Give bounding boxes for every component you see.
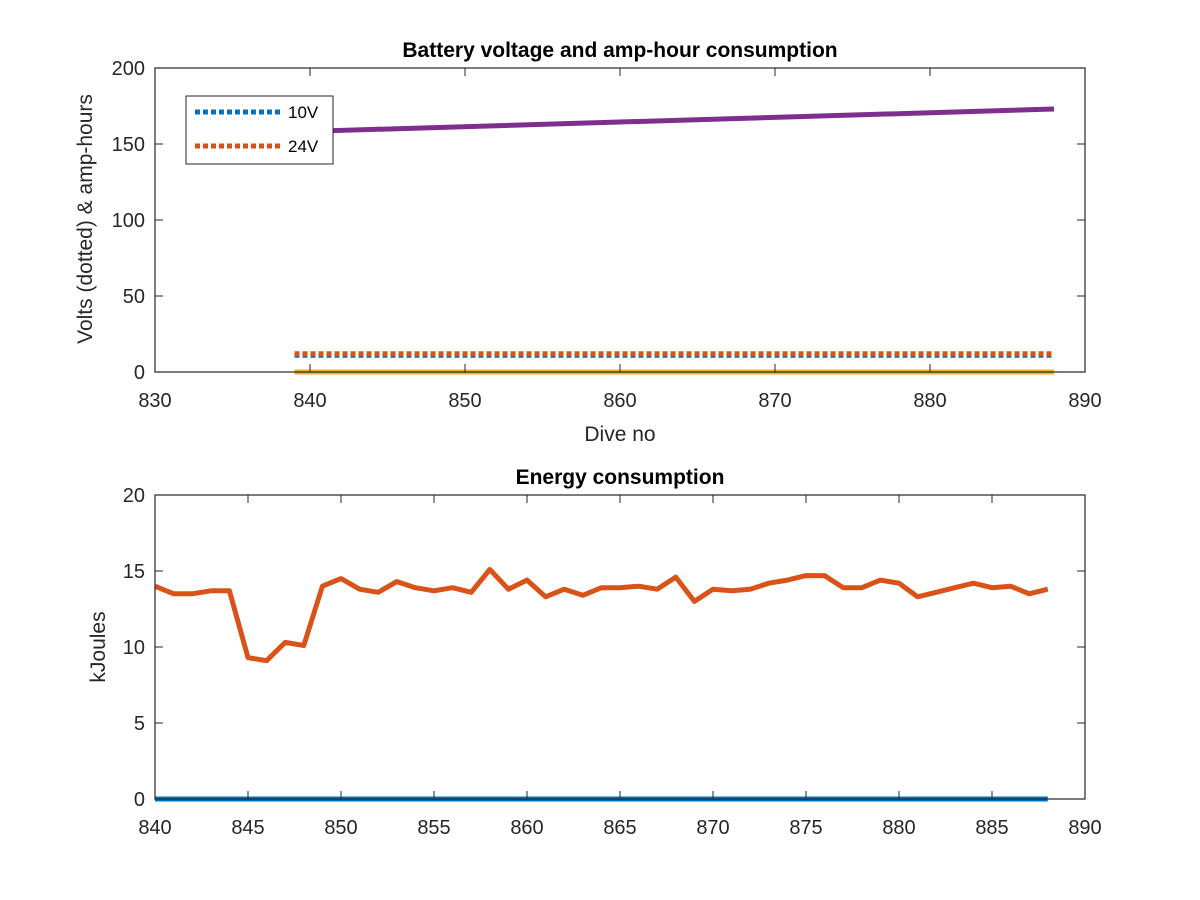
energy-chart-y-tick-label: 5: [134, 713, 145, 735]
energy-chart-x-tick-label: 890: [1068, 817, 1101, 839]
energy-chart-y-axis-label: kJoules: [87, 611, 110, 682]
voltage-chart-y-axis: 0 50 100 150 200: [112, 58, 1085, 384]
voltage-chart: Battery voltage and amp-hour consumption…: [74, 39, 1102, 446]
voltage-chart-y-tick-label: 200: [112, 58, 145, 80]
energy-chart-title: Energy consumption: [516, 466, 725, 489]
legend-box: [185, 95, 334, 165]
legend-label-24v: 24V: [288, 137, 319, 156]
energy-chart-x-axis: 840 845 850 855 860 865 870 875 880 885 890: [138, 495, 1102, 839]
voltage-chart-y-tick-label: 150: [112, 134, 145, 156]
energy-chart-x-tick-label: 880: [882, 817, 915, 839]
energy-chart-series-line-2: [154, 567, 1049, 664]
voltage-chart-y-tick-label: 50: [123, 286, 145, 308]
energy-chart-x-tick-label: 840: [138, 817, 171, 839]
energy-chart-x-tick-label: 845: [231, 817, 264, 839]
legend-label-10v: 10V: [288, 103, 319, 122]
energy-chart-y-tick-label: 15: [123, 561, 145, 583]
energy-chart-y-tick-label: 20: [123, 485, 145, 507]
energy-chart-x-tick-label: 855: [417, 817, 450, 839]
energy-chart-x-tick-label: 860: [510, 817, 543, 839]
energy-chart-y-tick-label: 10: [123, 637, 145, 659]
voltage-chart-y-tick-label: 100: [112, 210, 145, 232]
energy-chart-x-tick-label: 875: [789, 817, 822, 839]
energy-chart: Energy consumption 840 845 850 855 860 865 870…: [87, 466, 1102, 839]
voltage-chart-y-axis-label: Volts (dotted) & amp-hours: [74, 94, 97, 344]
energy-chart-y-tick-label: 0: [134, 789, 145, 811]
energy-chart-x-tick-label: 865: [603, 817, 636, 839]
voltage-chart-series-line-4: [294, 106, 1055, 135]
voltage-chart-x-tick-label: 850: [448, 390, 481, 412]
voltage-chart-x-axis: 830 840 850 860 870 880 890: [138, 68, 1102, 412]
voltage-chart-x-axis-label: Dive no: [584, 423, 655, 446]
energy-chart-x-tick-label: 870: [696, 817, 729, 839]
energy-chart-x-tick-label: 885: [975, 817, 1008, 839]
energy-chart-x-tick-label: 850: [324, 817, 357, 839]
voltage-chart-x-tick-label: 870: [758, 390, 791, 412]
voltage-chart-title: Battery voltage and amp-hour consumption: [402, 39, 837, 62]
legend: 10V 24V: [185, 95, 334, 165]
voltage-chart-x-tick-label: 890: [1068, 390, 1101, 412]
voltage-chart-x-tick-label: 860: [603, 390, 636, 412]
voltage-chart-x-tick-label: 830: [138, 390, 171, 412]
energy-chart-y-axis: 0 5 10 15 20: [123, 485, 1085, 811]
voltage-chart-x-tick-label: 840: [293, 390, 326, 412]
voltage-chart-y-tick-label: 0: [134, 362, 145, 384]
voltage-chart-x-tick-label: 880: [913, 390, 946, 412]
